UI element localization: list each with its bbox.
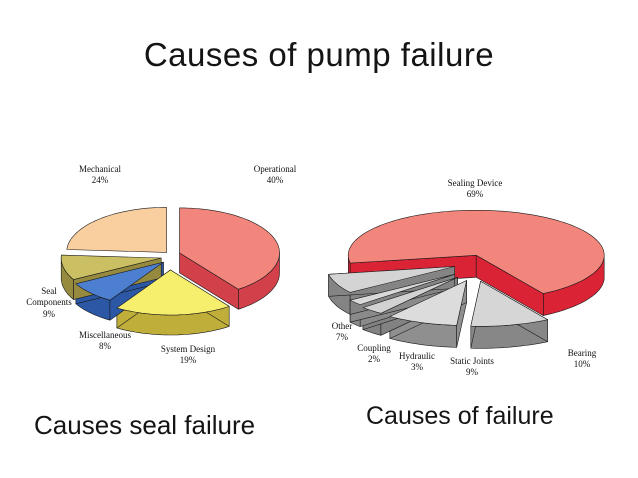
slice-pct: 9% — [43, 308, 55, 319]
pie-slice-static-joints — [389, 280, 467, 326]
seal-failure-pie — [60, 207, 280, 336]
slice-pct: 69% — [466, 189, 484, 200]
pie-slice-miscellaneous — [75, 261, 164, 301]
slice-name: Mechanical — [79, 164, 121, 174]
slice-name: System Design — [160, 344, 216, 354]
slice-name: Static Joints — [450, 356, 494, 366]
slice-label-system-design: System Design 19% — [146, 344, 230, 367]
slice-label-seal-components: Seal Components 9% — [20, 286, 78, 320]
slice-label-other: Other 7% — [320, 321, 364, 344]
slice-name: Operational — [253, 164, 297, 174]
slice-pct: 2% — [368, 354, 380, 365]
slice-label-static-joints: Static Joints 9% — [436, 356, 508, 379]
pie-slice-operational — [179, 207, 280, 290]
slice-label-miscellaneous: Miscellaneous 8% — [63, 330, 147, 353]
pie-slice-sealing-device — [347, 210, 605, 294]
pie-slice-hydraulic — [362, 277, 458, 314]
slice-pct: 8% — [99, 341, 111, 352]
slice-label-mechanical: Mechanical 24% — [58, 164, 142, 187]
slice-pct: 9% — [466, 367, 478, 378]
pie-slice-system-design — [116, 269, 230, 316]
pie-slice-seal-components — [60, 254, 162, 280]
slice-name: Sealing Device — [447, 178, 503, 188]
slice-pct: 10% — [573, 359, 591, 370]
slice-label-coupling: Coupling 2% — [344, 343, 404, 366]
slice-name: Coupling — [357, 343, 391, 353]
pie-slice-other — [328, 266, 455, 293]
pump-failure-chart: Sealing Device 69% Other 7% Coupling 2% … — [320, 158, 630, 400]
slide-title: Causes of pump failure — [143, 36, 495, 73]
right-chart-caption: Causes of failure — [366, 402, 554, 430]
pie-slice-coupling — [349, 274, 455, 305]
slice-name: Hydraulic — [399, 351, 435, 361]
slice-name: Miscellaneous — [79, 330, 131, 340]
pie-slice-bearing — [470, 281, 548, 327]
slice-pct: 24% — [91, 175, 109, 186]
pump-failure-pie — [328, 210, 605, 349]
pie-slice-mechanical — [66, 207, 167, 253]
slice-label-operational: Operational 40% — [233, 164, 317, 187]
slice-label-hydraulic: Hydraulic 3% — [386, 351, 448, 374]
slice-pct: 7% — [336, 332, 348, 343]
seal-failure-chart: Mechanical 24% Operational 40% Seal Comp… — [20, 158, 320, 390]
slice-pct: 19% — [179, 355, 197, 366]
slice-pct: 3% — [411, 362, 423, 373]
left-chart-caption: Causes seal failure — [34, 410, 256, 440]
slice-name: Seal Components — [26, 286, 72, 308]
slice-name: Bearing — [567, 348, 597, 358]
slice-name: Other — [331, 321, 353, 331]
slice-label-sealing-device: Sealing Device 69% — [425, 178, 525, 201]
slice-label-bearing: Bearing 10% — [552, 348, 612, 371]
slice-pct: 40% — [266, 175, 284, 186]
